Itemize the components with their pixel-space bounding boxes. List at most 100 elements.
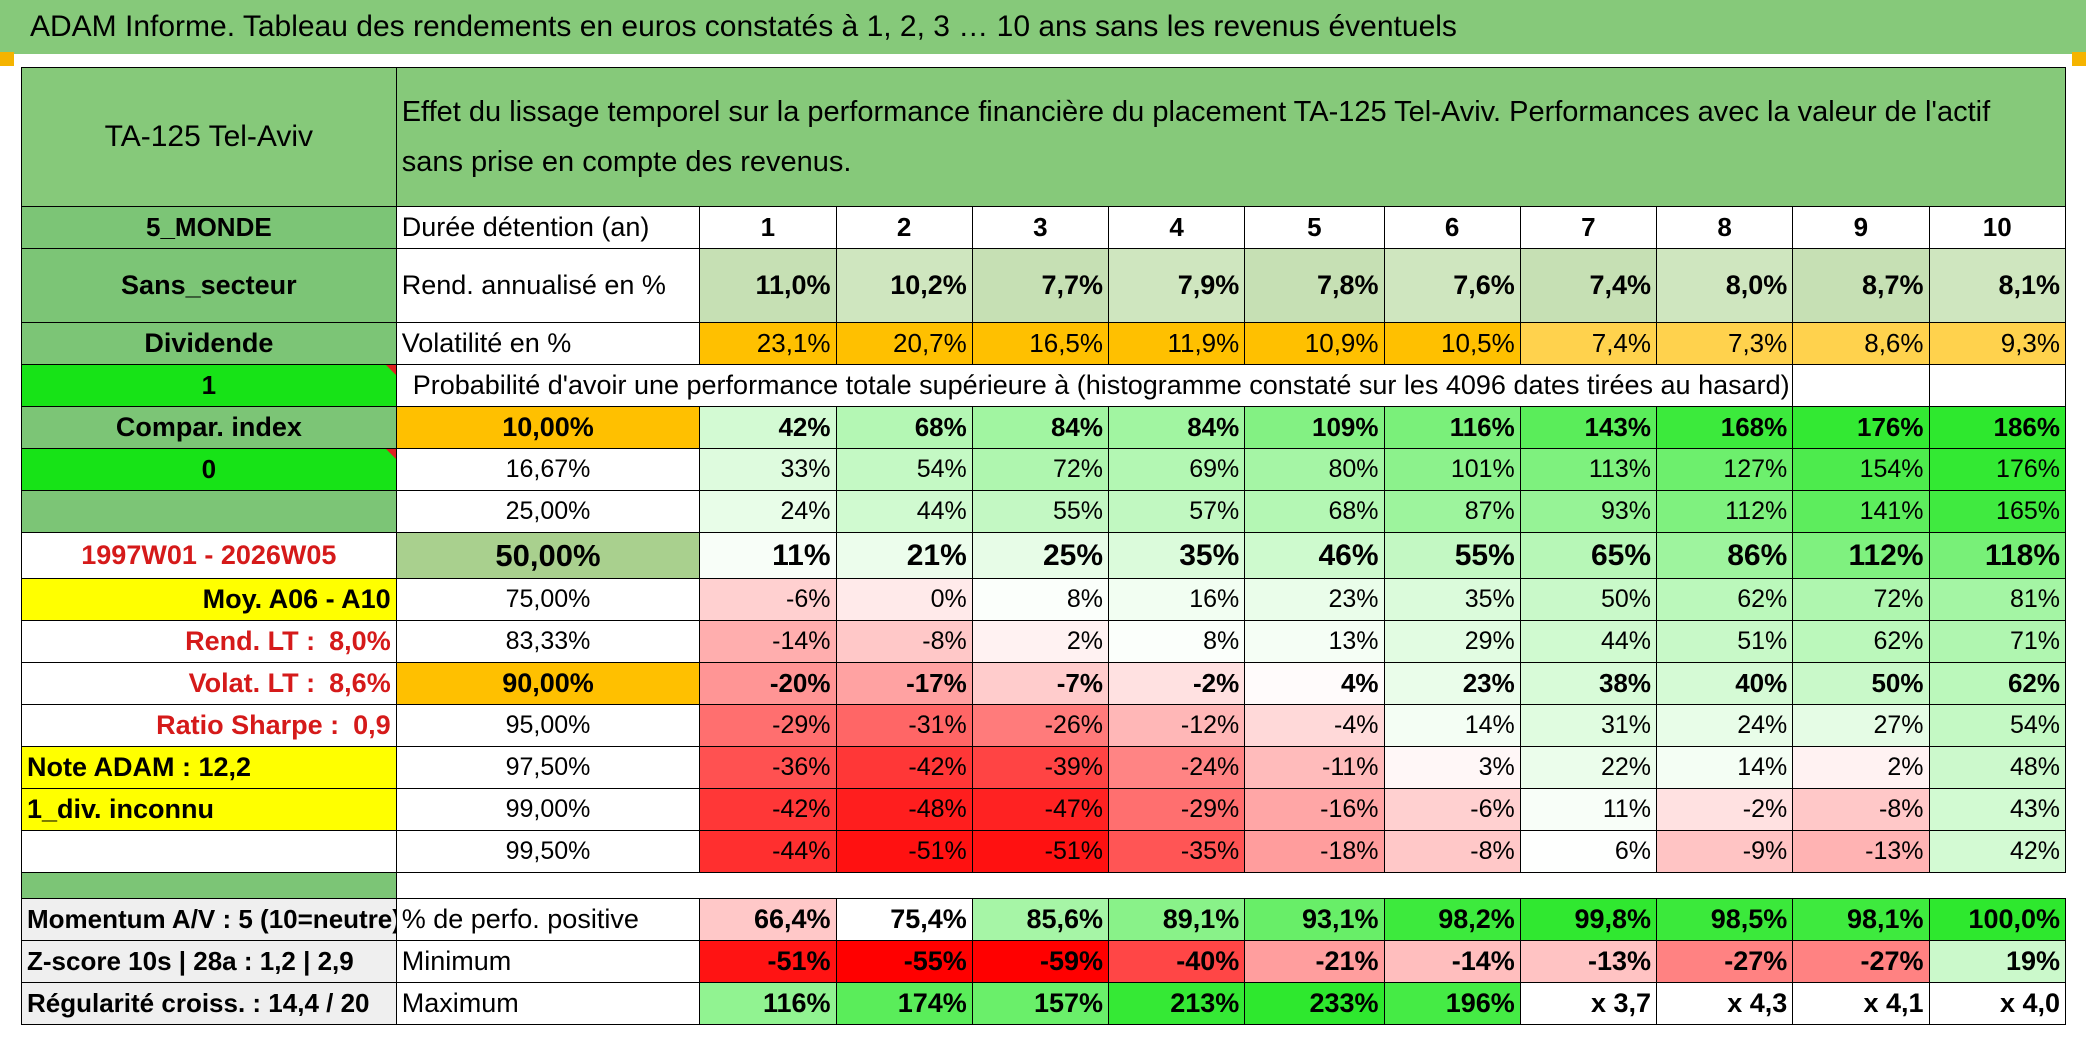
flag-1-cell[interactable]: 1 [21, 364, 397, 407]
percentile-value: -26% [971, 704, 1110, 747]
maximum-value: 174% [835, 982, 973, 1025]
percentile-value: 43% [1928, 788, 2067, 831]
percentile-value: 141% [1792, 490, 1930, 533]
percentile-value: 27% [1792, 704, 1930, 747]
blank-cell [21, 830, 397, 873]
rend-value: 8,0% [1656, 248, 1794, 323]
percentile-value: -24% [1108, 746, 1246, 789]
percentile-value: 62% [1792, 620, 1930, 663]
percentile-value: 25% [971, 532, 1110, 579]
volat-lt: Volat. LT : 8,6% [21, 662, 397, 705]
percentile-value: 33% [699, 448, 837, 491]
rend-lt-label: Rend. LT : [185, 626, 316, 656]
percentile-value: 11% [699, 532, 837, 579]
empty-cell [1792, 364, 1930, 407]
positive-label: % de perfo. positive [395, 898, 701, 941]
separator-green [21, 872, 397, 899]
percentile-value: 44% [835, 490, 973, 533]
sharpe-label: Ratio Sharpe : [156, 710, 340, 740]
rend-value: 7,4% [1519, 248, 1658, 323]
year-header: 10 [1928, 206, 2067, 249]
percentile-threshold: 10,00% [395, 406, 701, 449]
maximum-value: x 3,7 [1519, 982, 1658, 1025]
positive-value: 93,1% [1244, 898, 1385, 941]
year-header: 9 [1792, 206, 1930, 249]
percentile-value: 93% [1519, 490, 1658, 533]
percentile-value: -35% [1108, 830, 1246, 873]
percentile-value: 86% [1656, 532, 1794, 579]
percentile-value: 14% [1383, 704, 1521, 747]
percentile-value: -14% [699, 620, 837, 663]
percentile-value: 23% [1383, 662, 1521, 705]
duree-label: Durée détention (an) [395, 206, 701, 249]
percentile-value: -39% [971, 746, 1110, 789]
year-header: 2 [835, 206, 973, 249]
percentile-value: -8% [1383, 830, 1521, 873]
percentile-value: 4% [1244, 662, 1385, 705]
percentile-value: 118% [1928, 532, 2067, 579]
percentile-value: 48% [1928, 746, 2067, 789]
percentile-value: 80% [1244, 448, 1385, 491]
volat-value: 16,5% [971, 322, 1110, 365]
volat-value: 23,1% [699, 322, 837, 365]
rend-value: 8,7% [1792, 248, 1930, 323]
percentile-value: 16% [1108, 578, 1246, 621]
volat-value: 7,4% [1519, 322, 1658, 365]
percentile-value: -51% [971, 830, 1110, 873]
volat-value: 11,9% [1108, 322, 1246, 365]
percentile-value: 84% [1108, 406, 1246, 449]
percentile-value: 62% [1928, 662, 2067, 705]
probability-title: Probabilité d'avoir une performance tota… [395, 364, 1793, 407]
percentile-row: Volat. LT : 8,6% 90,00% -20% -17% -7% -2% 4% 23%… [21, 662, 2067, 705]
minimum-value: -59% [971, 940, 1110, 983]
rend-value: 7,6% [1383, 248, 1521, 323]
percentile-row: 25,00% 24% 44% 55% 57% 68% 87% 93% 112% 141% 165% [21, 490, 2067, 533]
positive-value: 98,5% [1656, 898, 1794, 941]
volat-value: 7,3% [1656, 322, 1794, 365]
percentile-value: 186% [1928, 406, 2067, 449]
percentile-value: 23% [1244, 578, 1385, 621]
flag-0-cell[interactable]: 0 [21, 448, 397, 491]
year-header: 5 [1244, 206, 1385, 249]
percentile-value: -4% [1244, 704, 1385, 747]
percentile-value: -12% [1108, 704, 1246, 747]
percentile-value: 11% [1519, 788, 1658, 831]
percentile-row: Moy. A06 - A10 75,00% -6% 0% 8% 16% 23% 35% 50% 6… [21, 578, 2067, 621]
percentile-value: -6% [699, 578, 837, 621]
year-header: 8 [1656, 206, 1794, 249]
percentile-value: -47% [971, 788, 1110, 831]
maximum-value: 213% [1108, 982, 1246, 1025]
percentile-threshold: 99,50% [395, 830, 701, 873]
blank-green-cell [21, 490, 397, 533]
percentile-value: 69% [1108, 448, 1246, 491]
percentile-row: 99,50% -44% -51% -51% -35% -18% -8% 6% -9% -13% 42… [21, 830, 2067, 873]
percentile-row: 1_div. inconnu 99,00% -42% -48% -47% -29% -16%… [21, 788, 2067, 831]
percentile-value: 21% [835, 532, 973, 579]
percentile-value: -31% [835, 704, 973, 747]
percentile-value: 112% [1656, 490, 1794, 533]
percentile-value: 176% [1928, 448, 2067, 491]
report-title: ADAM Informe. Tableau des rendements en … [0, 0, 2086, 54]
percentile-value: 42% [1928, 830, 2067, 873]
positive-value: 99,8% [1519, 898, 1658, 941]
percentile-row: Ratio Sharpe : 0,9 95,00% -29% -31% -26% -12% -… [21, 704, 2067, 747]
percentile-value: -8% [835, 620, 973, 663]
positive-value: 66,4% [699, 898, 837, 941]
percentile-threshold: 90,00% [395, 662, 701, 705]
percentile-value: 72% [1792, 578, 1930, 621]
maximum-value: 196% [1383, 982, 1521, 1025]
percentile-threshold: 95,00% [395, 704, 701, 747]
percentile-value: 3% [1383, 746, 1521, 789]
year-header: 4 [1108, 206, 1246, 249]
positive-value: 100,0% [1928, 898, 2067, 941]
rend-value: 10,2% [835, 248, 973, 323]
rend-value: 7,8% [1244, 248, 1385, 323]
percentile-value: 14% [1656, 746, 1794, 789]
positive-value: 75,4% [835, 898, 973, 941]
percentile-value: 0% [835, 578, 973, 621]
momentum-label: Momentum A/V : 5 (10=neutre) [21, 898, 397, 941]
year-header: 7 [1519, 206, 1658, 249]
percentile-threshold: 25,00% [395, 490, 701, 533]
percentile-value: -8% [1792, 788, 1930, 831]
percentile-value: 81% [1928, 578, 2067, 621]
